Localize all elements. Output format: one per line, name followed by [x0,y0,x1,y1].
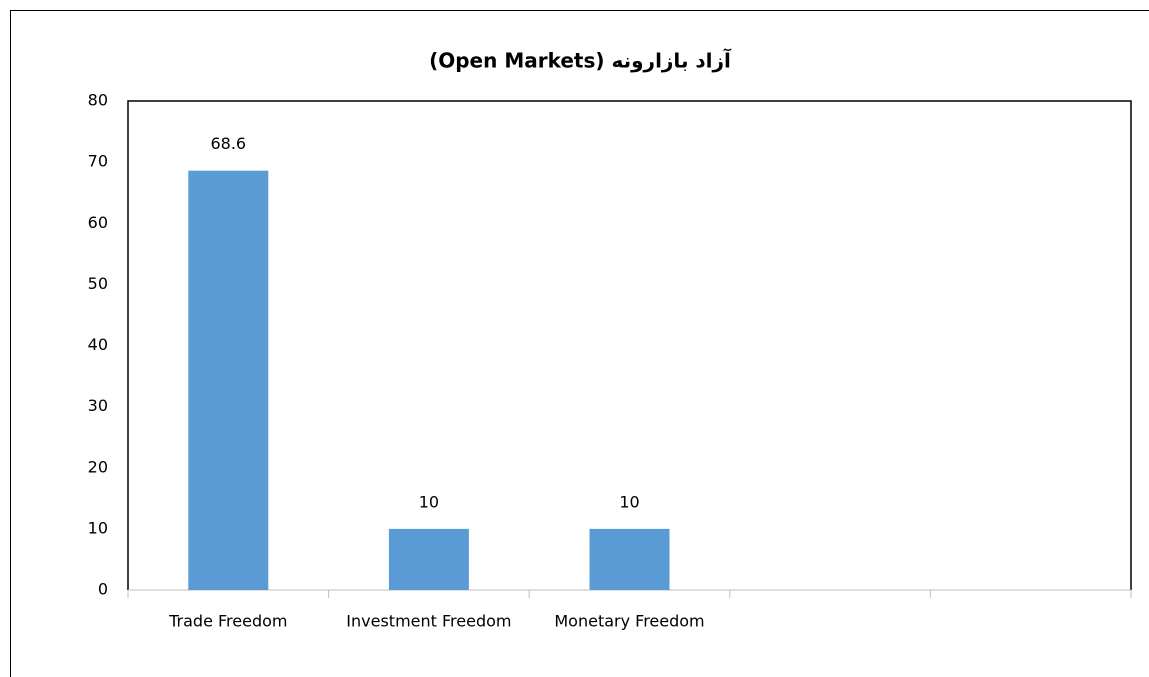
y-tick-label: 10 [88,518,108,537]
y-tick-label: 80 [88,91,108,110]
bar [188,170,269,590]
y-tick-label: 20 [88,457,108,476]
y-tick-label: 60 [88,213,108,232]
bar [388,528,469,590]
y-tick-label: 0 [98,580,108,599]
data-label: 10 [419,492,439,511]
x-tick-label: Investment Freedom [346,612,511,631]
x-tick-label: Trade Freedom [168,612,287,631]
y-tick-label: 30 [88,396,108,415]
x-tick-label: Monetary Freedom [554,612,704,631]
bar [589,528,670,590]
plot-border [127,100,1132,590]
y-tick-label: 40 [88,335,108,354]
data-label: 68.6 [210,134,246,153]
y-tick-label: 50 [88,274,108,293]
y-tick-label: 70 [88,152,108,171]
data-label: 10 [619,492,639,511]
chart-title: آزاد بازارونه (Open Markets) [429,48,732,73]
frame [10,10,1149,677]
